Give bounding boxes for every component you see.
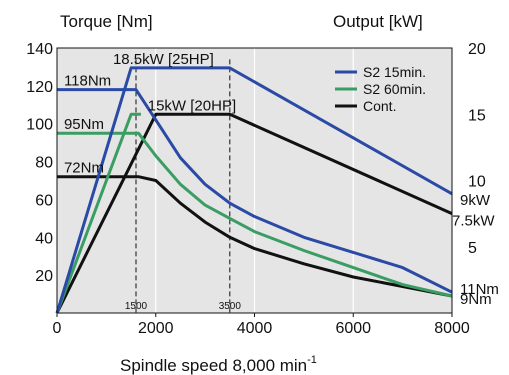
annotation-label: 7.5kW: [452, 213, 495, 230]
right-axis-title: Output [kW]: [333, 12, 423, 31]
annotation-label: 9kW: [460, 192, 491, 209]
annotation-label: 95Nm: [64, 116, 104, 133]
legend-label: S2 15min.: [363, 64, 426, 80]
series-output-line: [55, 112, 141, 314]
speed-marker-label: 1500: [125, 301, 148, 312]
x-tick-label: 2000: [138, 320, 174, 337]
x-tick-label: 4000: [237, 320, 273, 337]
annotation-label: 118Nm: [64, 73, 111, 90]
annotation-label: 9Nm: [460, 291, 492, 308]
right-tick-label: 15: [468, 107, 486, 124]
left-tick-label: 100: [26, 117, 53, 134]
x-tick-label: 6000: [335, 320, 371, 337]
legend-label: Cont.: [363, 98, 396, 114]
left-tick-label: 120: [26, 79, 53, 96]
legend-label: S2 60min.: [363, 81, 426, 97]
right-tick-label: 20: [468, 41, 486, 58]
annotation-label: 15kW [20HP]: [148, 97, 236, 114]
left-tick-label: 80: [35, 155, 53, 172]
series-output-line: [55, 66, 453, 314]
x-axis-title-main: Spindle speed 8,000 min: [120, 356, 307, 375]
left-axis-title: Torque [Nm]: [60, 12, 153, 31]
legend: S2 15min.S2 60min.Cont.: [335, 64, 426, 114]
left-tick-label: 60: [35, 192, 53, 209]
speed-markers: 1500 3500: [125, 59, 241, 313]
annotation-label: 11Nm: [460, 281, 499, 298]
right-tick-label: 10: [468, 174, 486, 191]
x-axis-title: Spindle speed 8,000 min-1: [120, 354, 317, 375]
speed-marker-label: 3500: [219, 301, 242, 312]
left-tick-label: 40: [35, 230, 53, 247]
annotation-label: 18.5kW [25HP]: [113, 51, 214, 68]
annotations: 118Nm 95Nm 72Nm 18.5kW [25HP] 15kW [20HP] 9kW…: [64, 51, 499, 308]
series-torque-line: [57, 131, 453, 298]
left-tick-label: 20: [35, 268, 53, 285]
series-output-line: [55, 112, 453, 314]
series-torque-line: [57, 175, 453, 298]
annotation-label: 72Nm: [64, 160, 104, 177]
x-tick-label: 0: [53, 320, 62, 337]
left-tick-label: 140: [26, 41, 53, 58]
series-lines: [55, 66, 453, 314]
axis-ticks: 0 2000 4000 6000 8000 20 40 60 80 100 120 140 5 10 15 2…: [26, 41, 486, 337]
right-tick-label: 5: [468, 240, 477, 257]
x-tick-label: 8000: [434, 320, 470, 337]
series-torque-line: [57, 88, 453, 294]
x-axis-title-unit-exponent: -1: [307, 354, 317, 366]
